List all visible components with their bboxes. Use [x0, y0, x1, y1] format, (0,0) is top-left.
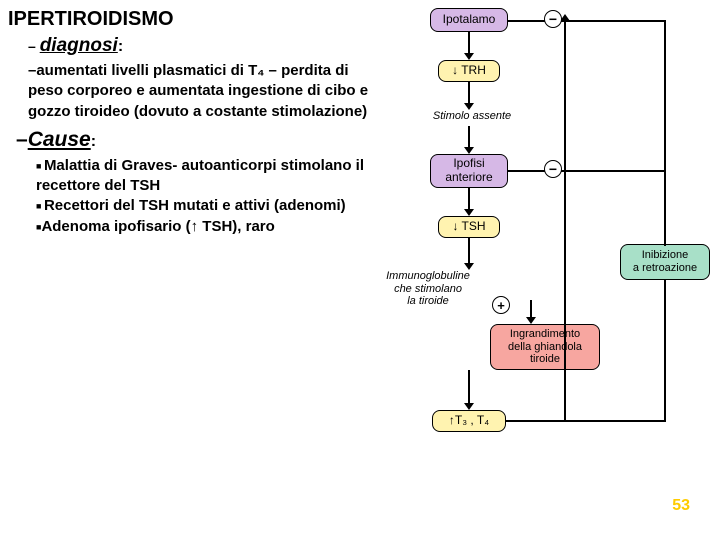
arrow [468, 188, 470, 210]
plus-icon: + [492, 296, 510, 314]
bullet-icon: ■ [36, 201, 44, 211]
label-immunoglobuline: Immunoglobuline che stimolano la tiroide [368, 270, 488, 308]
feedback-line [664, 20, 666, 246]
feedback-line [566, 420, 666, 422]
node-ingrandimento: Ingrandimento della ghiandola tiroide [490, 324, 600, 370]
cause-item-2: Recettori del TSH mutati e attivi (adeno… [44, 197, 346, 214]
diagnosis-body: –aumentati livelli plasmatici di T₄ – pe… [28, 61, 370, 122]
feedback-line [564, 20, 566, 422]
label-stimolo-assente: Stimolo assente [422, 110, 522, 123]
arrow [468, 32, 470, 54]
cause-item-3: Adenoma ipofisario (↑ TSH), raro [41, 218, 274, 235]
feedback-line [566, 20, 666, 22]
diagnosis-heading: – diagnosi: [28, 35, 370, 57]
arrow [468, 126, 470, 148]
arrow [530, 300, 532, 318]
arrow [468, 370, 470, 404]
cause-heading: –Cause: [16, 128, 370, 152]
bullet-icon: ■ [36, 161, 44, 171]
arrow [468, 238, 470, 264]
node-trh: ↓ TRH [438, 60, 500, 82]
page-number: 53 [672, 497, 690, 515]
feedback-line [506, 420, 566, 422]
flowchart-diagram: Ipotalamo ↓ TRH Stimolo assente Ipofisi … [380, 0, 718, 537]
node-t3t4: ↑T₃ , T₄ [432, 410, 506, 432]
feedback-line [566, 170, 666, 172]
node-tsh: ↓ TSH [438, 216, 500, 238]
arrow [468, 82, 470, 104]
diagnosis-heading-text: diagnosi [40, 35, 118, 56]
minus-icon: − [544, 10, 562, 28]
feedback-line [664, 280, 666, 422]
minus-icon: − [544, 160, 562, 178]
node-ipofisi: Ipofisi anteriore [430, 154, 508, 188]
text-column: IPERTIROIDISMO – diagnosi: –aumentati li… [0, 0, 380, 537]
slide-title: IPERTIROIDISMO [8, 8, 370, 31]
node-ipotalamo: Ipotalamo [430, 8, 508, 32]
node-inibizione: Inibizione a retroazione [620, 244, 710, 280]
cause-item-1: Malattia di Graves- autoanticorpi stimol… [36, 157, 364, 194]
cause-list: ■ Malattia di Graves- autoanticorpi stim… [36, 156, 370, 237]
cause-heading-text: Cause [28, 128, 91, 151]
